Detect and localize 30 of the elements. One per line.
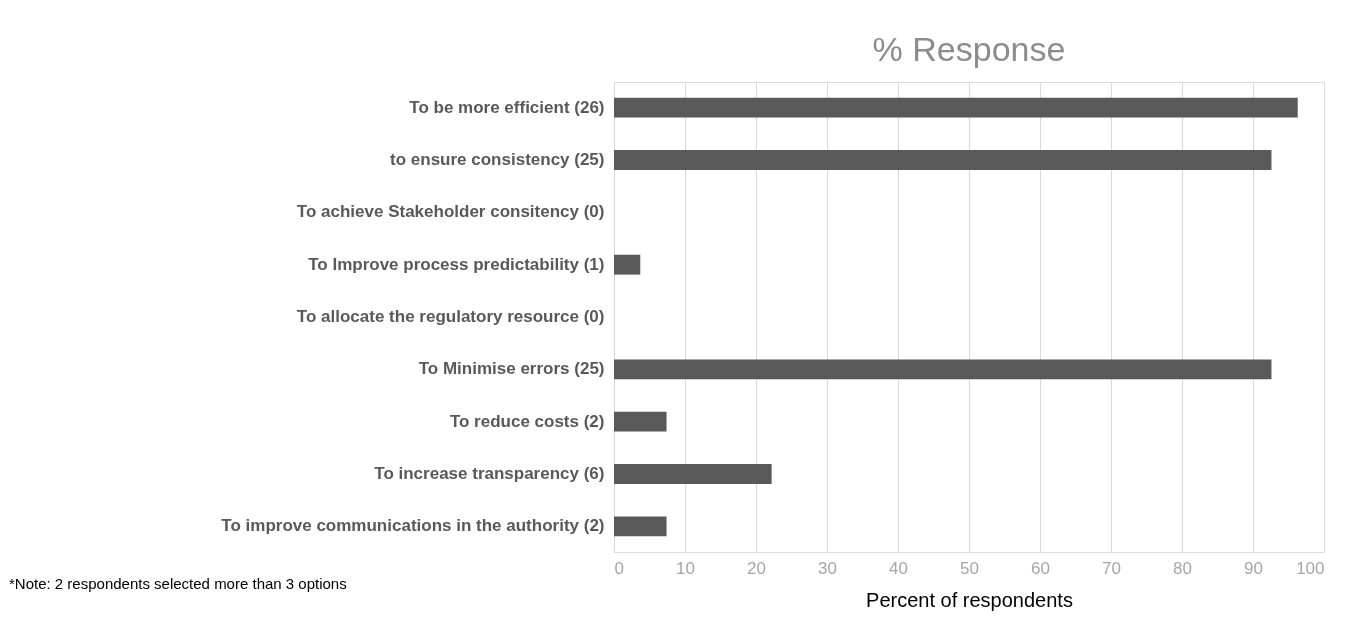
y-tick-label: To Improve process predictability (1) [308,254,605,274]
y-tick-label: To allocate the regulatory resource (0) [296,307,605,326]
bar [614,516,667,537]
x-tick-label: 70 [1102,558,1121,578]
y-tick-label: To achieve Stakeholder consitency (0) [296,202,605,222]
text: *Note: 2 respondents selected more than 3 options [9,575,347,592]
y-tick-label: To reduce costs (2) [449,411,605,431]
y-tick-label: To increase transparency (6) [374,464,605,484]
x-axis-title: Percent of respondents [866,588,1073,611]
bar [614,97,1298,118]
y-tick-label: To improve communications in the authority (2) [221,516,605,536]
bar [614,150,1272,170]
x-tick-label: 40 [889,558,908,578]
y-tick-label: to ensure consistency (25) [390,149,605,169]
x-tick-label: 50 [960,558,979,578]
x-tick-label: 100 [1296,558,1325,578]
chart-title: % Response [872,30,1066,68]
bar [614,464,772,484]
x-tick-label: 90 [1244,558,1263,578]
x-tick-label: 10 [676,558,695,578]
x-tick-label: 30 [818,558,837,578]
y-tick-label: To Minimise errors (25) [418,359,605,379]
bar [614,411,667,432]
x-tick-label: 80 [1173,558,1192,578]
bar [614,359,1272,380]
bar [614,254,641,275]
x-tick-label: 60 [1031,558,1050,578]
x-tick-label: 20 [747,558,766,578]
x-tick-label: 0 [614,558,624,578]
y-tick-label: To be more efficient (26) [409,97,605,117]
